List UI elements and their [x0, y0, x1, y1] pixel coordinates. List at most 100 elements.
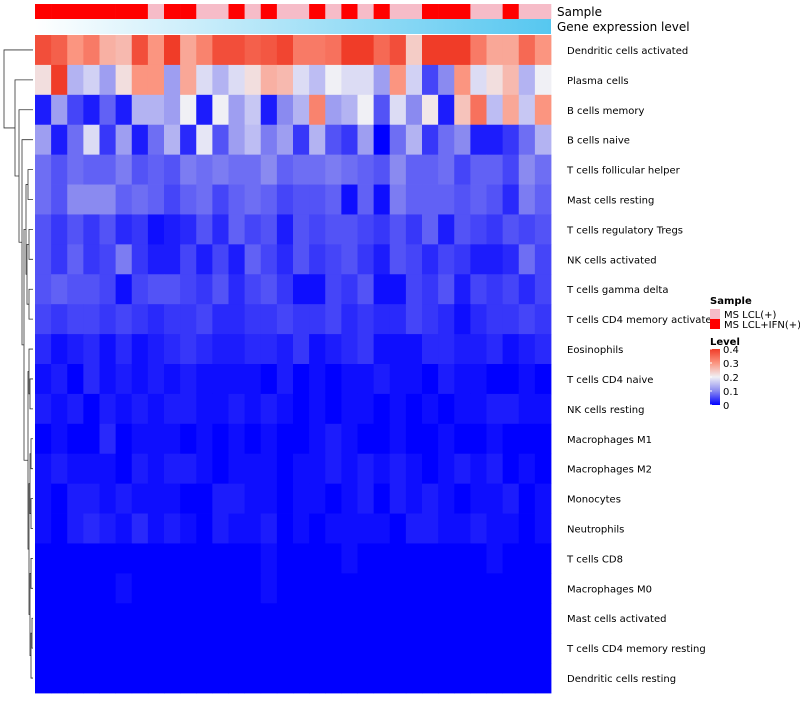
heatmap-cell: [293, 573, 310, 604]
heatmap-cell: [180, 483, 197, 514]
heatmap-cell: [276, 513, 294, 544]
heatmap-cell: [99, 124, 117, 156]
heatmap-cell: [276, 334, 294, 365]
level-colorbar: [710, 349, 720, 405]
heatmap-cell: [147, 483, 165, 514]
heatmap-cell: [196, 423, 213, 455]
heatmap-cell: [147, 513, 165, 544]
heatmap-cell: [438, 244, 455, 275]
heatmap-cell: [309, 35, 326, 66]
row-label: Eosinophils: [567, 345, 623, 356]
heatmap-cell: [147, 35, 165, 66]
heatmap-cell: [196, 513, 213, 544]
heatmap-cell: [99, 304, 117, 335]
heatmap-cell: [405, 633, 423, 664]
heatmap-cell: [67, 663, 84, 694]
heatmap-cell: [502, 543, 520, 574]
heatmap-cell: [422, 244, 439, 275]
row-label: Macrophages M1: [567, 435, 652, 446]
heatmap-cell: [454, 184, 471, 215]
heatmap-cell: [260, 94, 278, 126]
heatmap-cell: [502, 393, 520, 425]
heatmap-cell: [518, 633, 536, 664]
heatmap-cell: [67, 244, 84, 275]
heatmap-cell: [147, 304, 165, 335]
heatmap-cell: [260, 543, 278, 574]
heatmap-cell: [502, 334, 520, 365]
heatmap-cell: [35, 483, 52, 514]
heatmap-cell: [325, 663, 342, 694]
heatmap-cell: [147, 423, 165, 455]
heatmap-cell: [180, 633, 197, 664]
heatmap-cell: [470, 603, 487, 634]
dendrogram-branch: [31, 617, 33, 649]
heatmap-cell: [147, 244, 165, 275]
heatmap-cell: [357, 124, 375, 156]
heatmap-cell: [357, 35, 375, 66]
heatmap-cell: [422, 64, 439, 96]
heatmap-cell: [534, 663, 552, 694]
heatmap-cell: [67, 393, 84, 425]
heatmap-cell: [405, 543, 423, 574]
heatmap-cell: [67, 573, 84, 604]
heatmap-cell: [341, 663, 358, 694]
heatmap-cell: [325, 334, 342, 365]
heatmap-cell: [115, 364, 133, 395]
heatmap-cell: [131, 633, 149, 664]
heatmap-cell: [83, 154, 100, 185]
heatmap-cell: [293, 274, 310, 305]
heatmap-cell: [518, 453, 536, 485]
heatmap-cell: [534, 423, 552, 455]
heatmap-cell: [83, 483, 100, 514]
heatmap-cell: [454, 364, 471, 395]
heatmap-cell: [518, 184, 536, 215]
sample-annotation-cell: [357, 4, 374, 19]
heatmap-cell: [83, 35, 100, 66]
heatmap-cell: [486, 35, 504, 66]
heatmap-cell: [260, 64, 278, 96]
row-label: Dendritic cells activated: [567, 46, 688, 57]
heatmap-cell: [35, 214, 52, 245]
heatmap-cell: [115, 35, 133, 66]
heatmap-cell: [341, 35, 358, 66]
heatmap-cell: [357, 184, 375, 215]
heatmap-cell: [99, 483, 117, 514]
heatmap-cell: [180, 94, 197, 126]
heatmap-cell: [309, 124, 326, 156]
heatmap-cell: [470, 274, 487, 305]
heatmap-cell: [196, 334, 213, 365]
heatmap-cell: [389, 453, 407, 485]
heatmap-cell: [51, 393, 68, 425]
heatmap-cell: [486, 124, 504, 156]
heatmap-cell: [422, 124, 439, 156]
heatmap-cell: [244, 184, 262, 215]
sample-annotation-cell: [502, 4, 520, 19]
heatmap-cell: [147, 453, 165, 485]
heatmap-cell: [486, 483, 504, 514]
sample-annotation-cell: [293, 4, 310, 19]
heatmap-cell: [147, 633, 165, 664]
heatmap-cell: [534, 274, 552, 305]
heatmap-cell: [309, 663, 326, 694]
heatmap-cell: [325, 453, 342, 485]
heatmap-cell: [438, 94, 455, 126]
heatmap-cell: [147, 364, 165, 395]
heatmap-cell: [67, 483, 84, 514]
heatmap-cell: [131, 453, 149, 485]
dendrogram-branch: [3, 49, 33, 129]
heatmap-cell: [389, 64, 407, 96]
heatmap-cell: [35, 64, 52, 96]
heatmap-cell: [83, 453, 100, 485]
heatmap-cell: [293, 64, 310, 96]
heatmap-cell: [309, 274, 326, 305]
heatmap-cell: [131, 35, 149, 66]
heatmap-cell: [293, 543, 310, 574]
heatmap-cell: [486, 663, 504, 694]
heatmap-cell: [276, 573, 294, 604]
heatmap-cell: [389, 334, 407, 365]
heatmap-cell: [373, 513, 391, 544]
heatmap-cell: [212, 633, 229, 664]
heatmap-cell: [35, 94, 52, 126]
heatmap-cell: [325, 364, 342, 395]
